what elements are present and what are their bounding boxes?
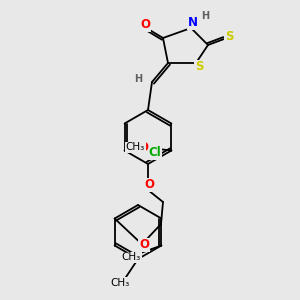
- Text: S: S: [195, 61, 203, 74]
- Text: O: O: [140, 19, 150, 32]
- Text: O: O: [138, 141, 148, 154]
- Text: CH₃: CH₃: [122, 253, 141, 262]
- Text: H: H: [201, 11, 209, 21]
- Text: O: O: [144, 178, 154, 191]
- Text: H: H: [134, 74, 142, 84]
- Text: CH₃: CH₃: [110, 278, 130, 288]
- Text: S: S: [225, 29, 233, 43]
- Text: O: O: [139, 238, 149, 251]
- Text: N: N: [188, 16, 198, 29]
- Text: Cl: Cl: [148, 146, 161, 159]
- Text: CH₃: CH₃: [126, 142, 145, 152]
